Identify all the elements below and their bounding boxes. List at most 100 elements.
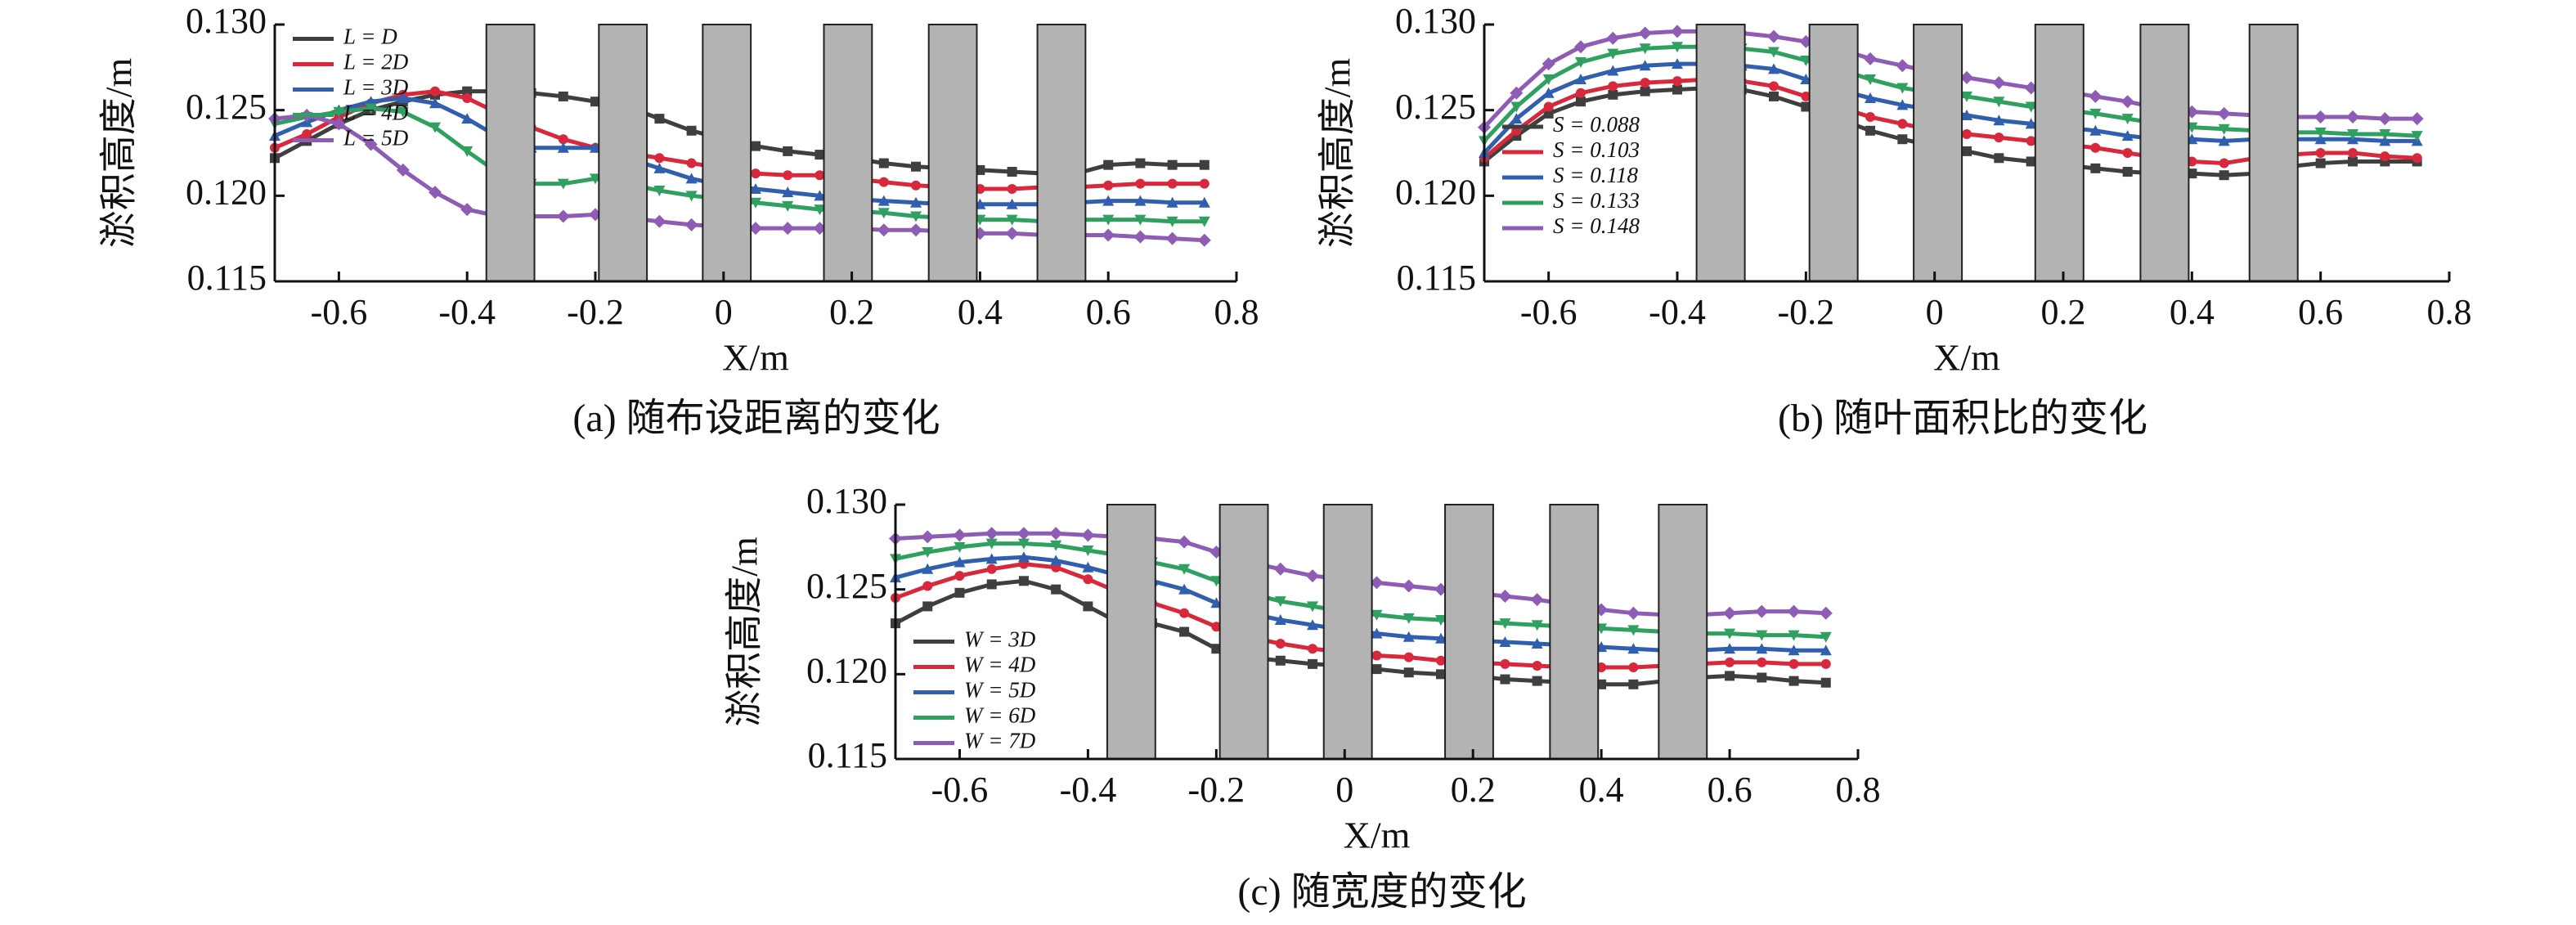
marker (2379, 135, 2391, 146)
y-tick-label: 0.120 (1395, 172, 1476, 212)
marker (2219, 170, 2229, 181)
marker (1211, 622, 1222, 632)
marker (1197, 233, 1211, 247)
marker (751, 141, 761, 151)
marker (1211, 644, 1222, 654)
caption: (c) 随宽度的变化 (1237, 870, 1526, 914)
legend-label: W = 6D (964, 703, 1036, 728)
marker (783, 170, 793, 181)
marker (782, 186, 794, 198)
marker (1820, 644, 1832, 656)
marker (2217, 106, 2231, 120)
marker (1133, 230, 1147, 244)
x-tick-label: 0 (1335, 770, 1353, 810)
x-tick-label: -0.4 (438, 292, 496, 332)
marker (2218, 135, 2230, 146)
marker (1134, 195, 1147, 206)
marker (1897, 119, 1908, 129)
marker (814, 190, 826, 201)
marker (1788, 676, 1799, 686)
marker (954, 556, 966, 568)
marker (653, 214, 666, 228)
marker (1081, 528, 1095, 542)
marker (911, 161, 921, 172)
marker (1434, 632, 1447, 644)
marker (1755, 604, 1769, 618)
marker (1801, 91, 1811, 101)
x-tick-label: 0.6 (2298, 292, 2343, 332)
chart: 0.115 0.120 0.125 0.130 -0.6 -0.4 -0.2 0 0.2 0.4 0… (98, 1, 1259, 440)
marker (1005, 227, 1019, 240)
marker (953, 528, 967, 542)
marker (1672, 84, 1682, 95)
marker (1018, 576, 1029, 586)
marker (2090, 142, 2101, 153)
x-tick-label: -0.6 (931, 770, 989, 810)
legend-label: W = 5D (964, 678, 1036, 703)
marker (1992, 76, 2006, 90)
marker (1724, 643, 1736, 654)
marker (1178, 535, 1192, 549)
marker (1639, 60, 1651, 71)
marker (2024, 81, 2038, 95)
marker (1608, 81, 1618, 92)
marker (878, 177, 889, 187)
marker (429, 122, 441, 133)
marker (1510, 86, 1524, 100)
marker (2089, 108, 2102, 119)
chart: 0.115 0.120 0.125 0.130 -0.6 -0.4 -0.2 0 0.2 0.4 0… (724, 481, 1881, 914)
marker (1435, 669, 1446, 680)
marker (1640, 86, 1650, 97)
marker (1787, 604, 1801, 618)
marker (750, 182, 761, 194)
marker (1050, 540, 1062, 551)
marker (1082, 545, 1094, 556)
x-tick-label: 0.2 (2041, 292, 2086, 332)
marker (2218, 123, 2230, 135)
marker (1135, 178, 1146, 189)
marker (2122, 167, 2133, 177)
marker (751, 168, 761, 179)
pillar (2248, 24, 2299, 282)
marker (783, 146, 793, 156)
marker (1007, 167, 1017, 177)
marker (1308, 644, 1318, 654)
marker (2412, 153, 2422, 164)
marker (557, 141, 569, 153)
marker (1275, 639, 1286, 649)
caption: (a) 随布设距离的变化 (572, 397, 940, 440)
marker (654, 153, 665, 164)
legend-label: S = 0.103 (1553, 137, 1640, 162)
marker (1543, 108, 1554, 119)
marker (1542, 87, 1555, 98)
marker (558, 134, 568, 145)
marker (461, 146, 473, 157)
legend-label: L = 4D (343, 101, 409, 125)
marker (2348, 156, 2358, 167)
marker (1531, 620, 1543, 631)
marker (686, 125, 697, 136)
marker (1672, 58, 1683, 70)
marker (685, 191, 698, 202)
pillar (927, 24, 978, 282)
marker (1179, 608, 1190, 618)
marker (1007, 183, 1017, 194)
marker (922, 563, 934, 574)
marker (911, 180, 921, 191)
x-tick-label: 0.6 (1086, 292, 1131, 332)
marker (782, 200, 794, 212)
marker (1371, 609, 1383, 621)
marker (1307, 619, 1319, 631)
y-tick-label: 0.115 (187, 258, 267, 298)
marker (1531, 638, 1543, 649)
marker (1542, 57, 1555, 71)
marker (1403, 652, 1414, 662)
marker (2025, 118, 2037, 129)
marker (1083, 601, 1093, 612)
marker (1671, 25, 1684, 38)
marker (1820, 677, 1831, 688)
marker (365, 103, 377, 115)
marker (1627, 643, 1640, 654)
marker (1865, 92, 1876, 104)
marker (1575, 57, 1586, 69)
